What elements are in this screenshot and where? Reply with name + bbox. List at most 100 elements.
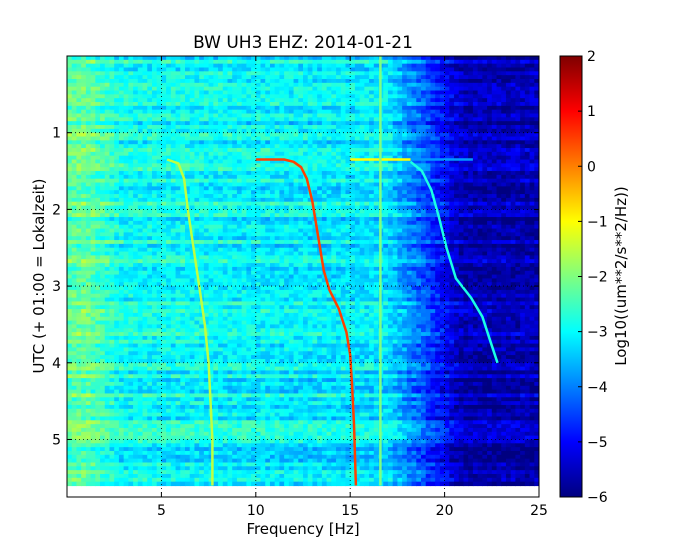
heatmap-cell	[170, 63, 177, 69]
heatmap-cell	[114, 94, 120, 99]
heatmap-cell	[180, 232, 186, 237]
heatmap-cell	[293, 186, 299, 191]
heatmap-cell	[439, 205, 446, 210]
heatmap-cell	[336, 174, 342, 180]
heatmap-cell	[128, 125, 134, 130]
heatmap-cell	[85, 182, 92, 187]
heatmap-cell	[534, 71, 539, 76]
heatmap-cell	[76, 220, 82, 226]
heatmap-cell	[100, 163, 106, 168]
heatmap-cell	[340, 209, 347, 214]
heatmap-cell	[369, 174, 375, 180]
heatmap-cell	[369, 217, 375, 222]
heatmap-cell	[416, 121, 422, 126]
heatmap-cell	[288, 217, 295, 222]
heatmap-cell	[90, 132, 96, 138]
heatmap-cell	[236, 228, 243, 233]
heatmap-cell	[359, 121, 365, 126]
heatmap-cell	[496, 140, 502, 145]
heatmap-cell	[406, 113, 413, 118]
heatmap-cell	[487, 79, 493, 84]
heatmap-cell	[170, 167, 177, 172]
heatmap-cell	[147, 94, 153, 99]
heatmap-cell	[260, 63, 266, 69]
heatmap-cell	[118, 155, 125, 161]
heatmap-cell	[345, 209, 351, 214]
heatmap-cell	[326, 220, 332, 226]
heatmap-cell	[411, 228, 417, 233]
heatmap-cell	[430, 186, 436, 191]
heatmap-cell	[416, 155, 422, 161]
heatmap-cell	[444, 113, 450, 118]
heatmap-cell	[284, 228, 290, 233]
heatmap-cell	[397, 144, 403, 149]
heatmap-cell	[529, 117, 535, 122]
heatmap-cell	[142, 228, 148, 233]
heatmap-cell	[454, 240, 460, 245]
heatmap-cell	[331, 90, 337, 95]
heatmap-cell	[472, 105, 479, 111]
heatmap-cell	[166, 182, 172, 187]
heatmap-cell	[137, 86, 144, 92]
heatmap-cell	[435, 75, 441, 80]
heatmap-cell	[293, 102, 299, 107]
heatmap-cell	[496, 151, 502, 157]
heatmap-cell	[95, 136, 101, 141]
heatmap-cell	[218, 159, 224, 164]
heatmap-cell	[505, 182, 512, 187]
heatmap-cell	[416, 79, 422, 84]
heatmap-cell	[411, 132, 417, 138]
heatmap-cell	[397, 205, 403, 210]
heatmap-cell	[255, 113, 262, 118]
heatmap-cell	[194, 201, 200, 207]
heatmap-cell	[76, 59, 82, 65]
heatmap-cell	[100, 128, 106, 134]
heatmap-cell	[416, 163, 422, 168]
heatmap-cell	[468, 98, 474, 103]
heatmap-cell	[199, 194, 205, 199]
heatmap-cell	[501, 232, 507, 237]
heatmap-cell	[156, 174, 162, 180]
heatmap-cell	[170, 236, 177, 241]
heatmap-cell	[505, 209, 512, 214]
heatmap-cell	[298, 136, 304, 141]
heatmap-cell	[128, 148, 134, 153]
heatmap-cell	[402, 140, 408, 145]
heatmap-cell	[501, 240, 507, 245]
heatmap-cell	[482, 178, 488, 184]
heatmap-cell	[501, 163, 507, 168]
heatmap-cell	[274, 155, 280, 161]
heatmap-cell	[307, 243, 314, 249]
heatmap-cell	[265, 71, 271, 76]
heatmap-cell	[213, 113, 219, 118]
heatmap-cell	[430, 63, 436, 69]
heatmap-cell	[236, 190, 243, 195]
heatmap-cell	[170, 136, 177, 141]
heatmap-cell	[255, 132, 262, 138]
heatmap-cell	[81, 109, 87, 115]
heatmap-cell	[100, 144, 106, 149]
heatmap-cell	[387, 144, 394, 149]
heatmap-cell	[303, 128, 309, 134]
heatmap-cell	[430, 171, 436, 176]
heatmap-cell	[510, 209, 516, 214]
heatmap-cell	[151, 220, 158, 226]
heatmap-cell	[411, 75, 417, 80]
heatmap-cell	[487, 174, 493, 180]
heatmap-cell	[95, 94, 101, 99]
heatmap-cell	[345, 82, 351, 88]
heatmap-cell	[218, 236, 224, 241]
heatmap-cell	[350, 240, 356, 245]
heatmap-cell	[350, 109, 356, 115]
heatmap-cell	[336, 148, 342, 153]
heatmap-cell	[232, 159, 238, 164]
heatmap-cell	[118, 163, 125, 168]
heatmap-cell	[236, 178, 243, 184]
heatmap-cell	[222, 201, 229, 207]
heatmap-cell	[482, 205, 488, 210]
heatmap-cell	[392, 136, 398, 141]
heatmap-cell	[137, 109, 144, 115]
heatmap-cell	[472, 144, 479, 149]
heatmap-cell	[303, 132, 309, 138]
heatmap-cell	[288, 71, 295, 76]
